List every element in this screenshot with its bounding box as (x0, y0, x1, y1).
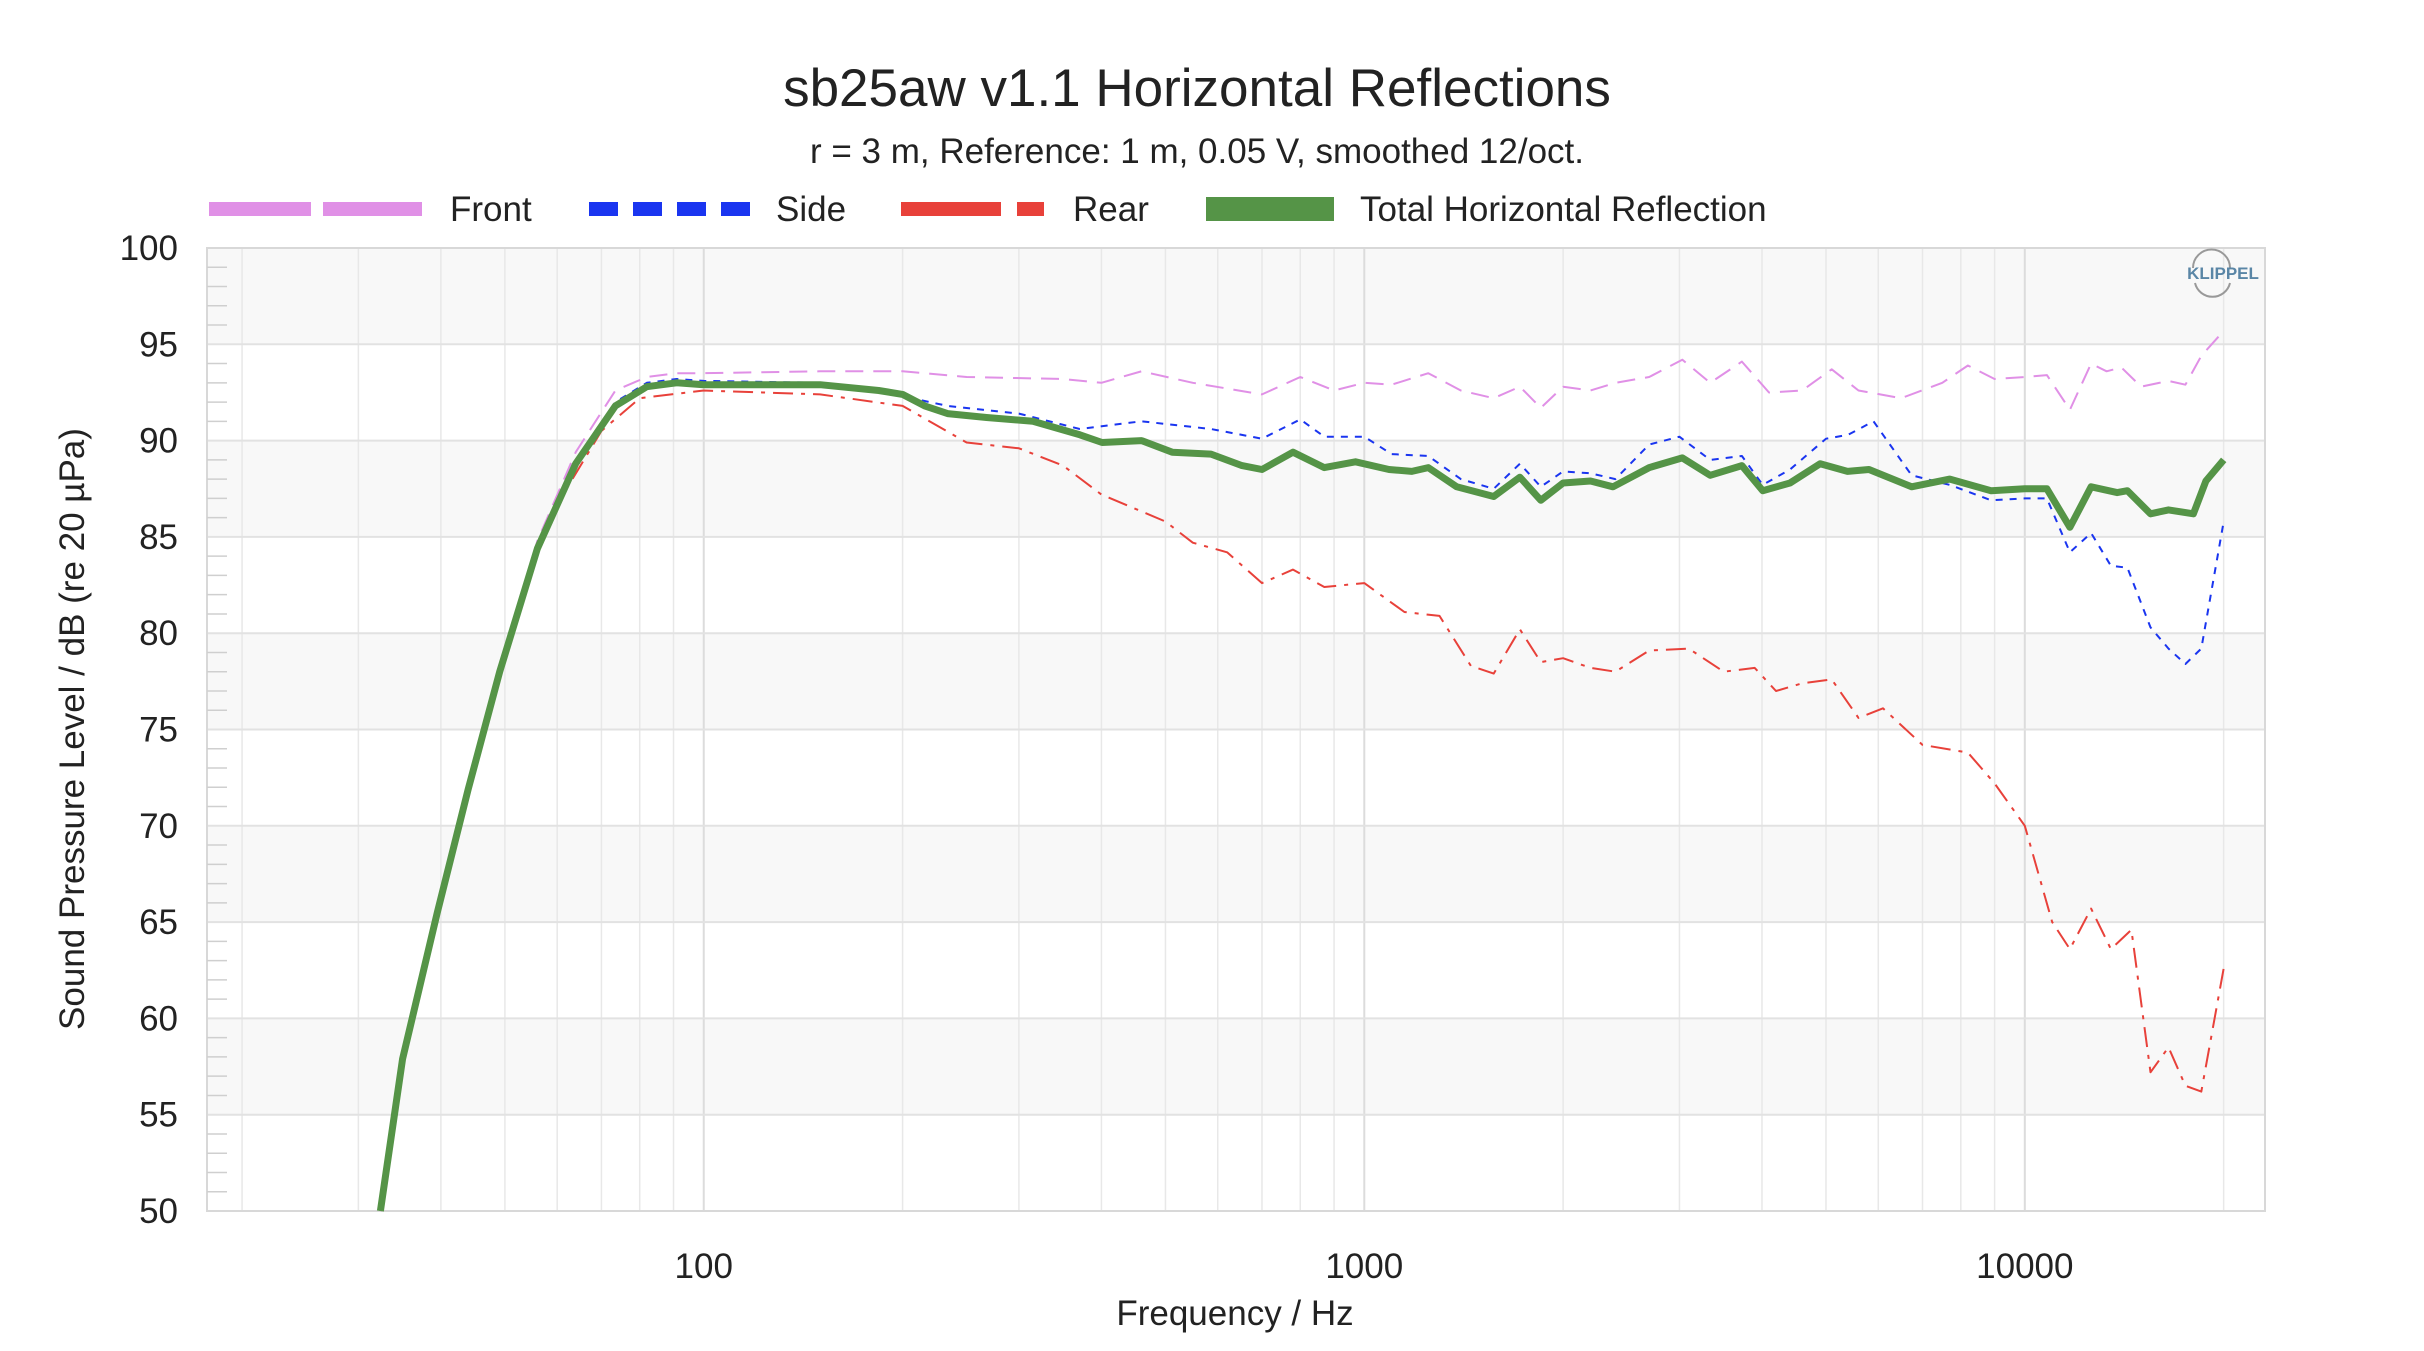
y-tick-label: 70 (139, 807, 178, 846)
klippel-logo-text: KLIPPEL (2187, 264, 2259, 283)
plot-frame (206, 247, 2266, 1212)
series-total-horizontal-reflection (376, 379, 2227, 1212)
y-axis-label: Sound Pressure Level / dB (re 20 µPa) (53, 428, 92, 1030)
y-tick-label: 55 (139, 1096, 178, 1135)
y-tick-label: 65 (139, 903, 178, 942)
chart-title: sb25aw v1.1 Horizontal Reflections (783, 59, 1611, 118)
y-tick-label: 75 (139, 711, 178, 750)
legend-swatch (323, 202, 422, 216)
series-lines (376, 330, 2227, 1212)
x-tick-label: 100 (675, 1247, 733, 1286)
y-tick-label: 85 (139, 518, 178, 557)
legend-swatch (633, 202, 662, 216)
y-tick-label: 100 (120, 229, 178, 268)
legend-swatch (1017, 202, 1044, 216)
band (207, 248, 2265, 345)
y-tick-label: 60 (139, 999, 178, 1038)
band (207, 633, 2265, 730)
legend: Front Side Rear Total Horizontal Reflection (209, 190, 1767, 229)
y-tick-label: 80 (139, 614, 178, 653)
y-tick-label: 50 (139, 1192, 178, 1231)
legend-swatch (209, 202, 311, 216)
y-tick-labels: 100 95 90 85 80 75 70 65 60 55 50 (120, 229, 178, 1231)
y-tick-label: 90 (139, 422, 178, 461)
legend-swatch (721, 202, 750, 216)
series-front (379, 330, 2225, 1212)
x-tick-labels: 100 1000 10000 (675, 1247, 2074, 1286)
y-minor-ticks (207, 266, 227, 1193)
x-axis-label: Frequency / Hz (1116, 1294, 1353, 1333)
band (207, 1018, 2265, 1115)
band (207, 440, 2265, 537)
legend-label: Rear (1073, 190, 1149, 229)
series-side (379, 378, 2225, 1212)
legend-swatch (1206, 197, 1334, 221)
y-tick-label: 95 (139, 325, 178, 364)
legend-swatch (901, 202, 1001, 216)
legend-label: Front (450, 190, 532, 229)
background-bands (207, 248, 2265, 1115)
x-tick-label: 1000 (1325, 1247, 1403, 1286)
legend-label: Side (776, 190, 846, 229)
legend-label: Total Horizontal Reflection (1360, 190, 1767, 229)
klippel-logo: KLIPPEL (2187, 248, 2259, 298)
legend-swatch (677, 202, 706, 216)
series-rear (379, 389, 2225, 1212)
legend-swatch (589, 202, 618, 216)
x-tick-label: 10000 (1976, 1247, 2073, 1286)
chart-subtitle: r = 3 m, Reference: 1 m, 0.05 V, smoothe… (810, 132, 1584, 171)
band (207, 825, 2265, 923)
